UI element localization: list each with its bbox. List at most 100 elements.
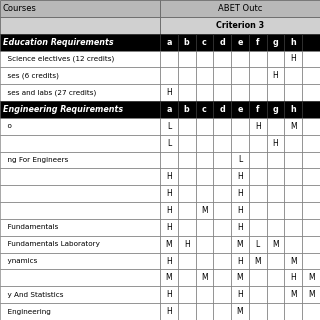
Bar [178, 269, 196, 286]
Bar [267, 202, 284, 219]
Text: ses and labs (27 credits): ses and labs (27 credits) [3, 89, 96, 96]
Bar [160, 0, 320, 17]
Bar [0, 286, 160, 303]
Bar [213, 269, 231, 286]
Text: f: f [256, 38, 260, 47]
Bar [160, 135, 178, 152]
Bar [196, 269, 213, 286]
Text: H: H [166, 223, 172, 232]
Text: M: M [290, 257, 297, 266]
Bar [231, 286, 249, 303]
Bar [0, 185, 160, 202]
Text: H: H [166, 307, 172, 316]
Bar [213, 152, 231, 168]
Bar [231, 68, 249, 84]
Text: H: H [237, 172, 243, 181]
Bar [249, 185, 267, 202]
Bar [213, 101, 231, 118]
Text: M: M [201, 206, 208, 215]
Bar [160, 185, 178, 202]
Bar [196, 101, 213, 118]
Bar [0, 236, 160, 252]
Bar [284, 51, 302, 68]
Bar [249, 51, 267, 68]
Bar [178, 152, 196, 168]
Bar [249, 101, 267, 118]
Text: d: d [219, 38, 225, 47]
Bar [302, 202, 320, 219]
Bar [160, 152, 178, 168]
Text: M: M [308, 290, 315, 299]
Bar [178, 202, 196, 219]
Bar [196, 236, 213, 252]
Bar [160, 84, 178, 101]
Bar [284, 236, 302, 252]
Bar [267, 118, 284, 135]
Bar [178, 303, 196, 320]
Text: H: H [166, 88, 172, 97]
Bar [284, 152, 302, 168]
Text: Fundamentals Laboratory: Fundamentals Laboratory [3, 241, 100, 247]
Text: ng For Engineers: ng For Engineers [3, 157, 68, 163]
Text: Education Requirements: Education Requirements [3, 38, 113, 47]
Bar [213, 84, 231, 101]
Bar [178, 219, 196, 236]
Bar [213, 34, 231, 51]
Bar [249, 269, 267, 286]
Text: H: H [166, 290, 172, 299]
Bar [0, 135, 160, 152]
Bar [267, 101, 284, 118]
Bar [231, 236, 249, 252]
Text: g: g [273, 105, 278, 114]
Bar [0, 152, 160, 168]
Text: H: H [273, 139, 278, 148]
Bar [213, 303, 231, 320]
Bar [213, 286, 231, 303]
Bar [0, 118, 160, 135]
Bar [249, 236, 267, 252]
Text: Science electives (12 credits): Science electives (12 credits) [3, 56, 114, 62]
Text: H: H [237, 189, 243, 198]
Text: a: a [166, 38, 172, 47]
Bar [267, 236, 284, 252]
Text: ABET Outc: ABET Outc [218, 4, 262, 13]
Bar [302, 286, 320, 303]
Bar [302, 101, 320, 118]
Text: M: M [165, 240, 172, 249]
Text: M: M [237, 307, 243, 316]
Bar [249, 286, 267, 303]
Text: e: e [237, 105, 243, 114]
Bar [196, 303, 213, 320]
Text: ses (6 credits): ses (6 credits) [3, 73, 59, 79]
Bar [178, 34, 196, 51]
Bar [302, 135, 320, 152]
Bar [231, 135, 249, 152]
Bar [0, 0, 160, 17]
Bar [249, 68, 267, 84]
Bar [160, 303, 178, 320]
Bar [213, 252, 231, 269]
Text: d: d [219, 105, 225, 114]
Bar [160, 68, 178, 84]
Text: L: L [238, 156, 242, 164]
Text: H: H [273, 71, 278, 80]
Bar [231, 101, 249, 118]
Bar [284, 269, 302, 286]
Text: M: M [237, 273, 243, 282]
Text: L: L [167, 139, 171, 148]
Bar [249, 34, 267, 51]
Bar [302, 152, 320, 168]
Bar [267, 185, 284, 202]
Bar [302, 219, 320, 236]
Bar [249, 152, 267, 168]
Bar [231, 185, 249, 202]
Bar [0, 269, 160, 286]
Text: c: c [202, 38, 207, 47]
Bar [178, 252, 196, 269]
Bar [267, 51, 284, 68]
Bar [231, 152, 249, 168]
Text: M: M [201, 273, 208, 282]
Bar [178, 68, 196, 84]
Text: Criterion 3: Criterion 3 [216, 21, 264, 30]
Bar [178, 51, 196, 68]
